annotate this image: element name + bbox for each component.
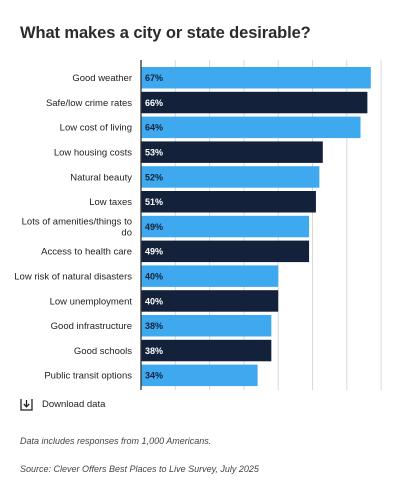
bar <box>141 166 320 188</box>
bar <box>141 290 279 312</box>
bar-value-label: 49% <box>145 222 163 232</box>
category-label: Low unemployment <box>50 296 133 307</box>
bar <box>141 141 323 163</box>
category-label: Lots of amenities/things to <box>22 216 132 227</box>
bar <box>141 364 258 387</box>
category-label: Natural beauty <box>70 172 132 183</box>
bar <box>141 91 368 114</box>
bar-value-label: 38% <box>145 346 163 356</box>
bar-value-label: 34% <box>145 371 163 381</box>
bar-value-label: 49% <box>145 247 163 257</box>
bar <box>141 116 361 139</box>
bar-value-label: 51% <box>145 197 163 207</box>
category-label: Access to health care <box>41 247 132 258</box>
category-label: Low taxes <box>89 197 132 208</box>
category-label: Safe/low crime rates <box>46 98 132 109</box>
bar-value-label: 64% <box>145 123 163 133</box>
bar-value-label: 53% <box>145 147 163 157</box>
bar-value-label: 52% <box>145 172 163 182</box>
category-label: Low housing costs <box>54 147 132 158</box>
download-data-label: Download data <box>42 399 106 410</box>
bar-value-label: 40% <box>145 296 163 306</box>
category-label: Low cost of living <box>60 123 132 134</box>
data-note: Data includes responses from 1,000 Ameri… <box>20 436 212 446</box>
bar <box>141 265 279 287</box>
source-note: Source: Clever Offers Best Places to Liv… <box>20 464 259 474</box>
bar-value-label: 66% <box>145 98 163 108</box>
bar-value-label: 67% <box>145 73 163 83</box>
bar <box>141 191 316 213</box>
bar <box>141 215 310 238</box>
download-icon <box>20 399 33 411</box>
category-label: Low risk of natural disasters <box>14 271 132 282</box>
bar-chart: 67% Good weather 66% Safe/low crime rates 64… <box>14 60 382 390</box>
bar <box>141 67 371 89</box>
category-label: Good schools <box>74 346 132 357</box>
bar <box>141 315 272 337</box>
download-data-button[interactable]: Download data <box>20 398 105 411</box>
category-label: Good infrastructure <box>51 321 132 332</box>
bar-value-label: 38% <box>145 321 163 331</box>
bar <box>141 339 272 362</box>
category-label: Good weather <box>72 73 132 84</box>
chart-title: What makes a city or state desirable? <box>20 24 311 42</box>
bar <box>141 240 310 263</box>
category-label: Public transit options <box>44 371 132 382</box>
category-label: do <box>121 227 132 238</box>
bar-value-label: 40% <box>145 271 163 281</box>
